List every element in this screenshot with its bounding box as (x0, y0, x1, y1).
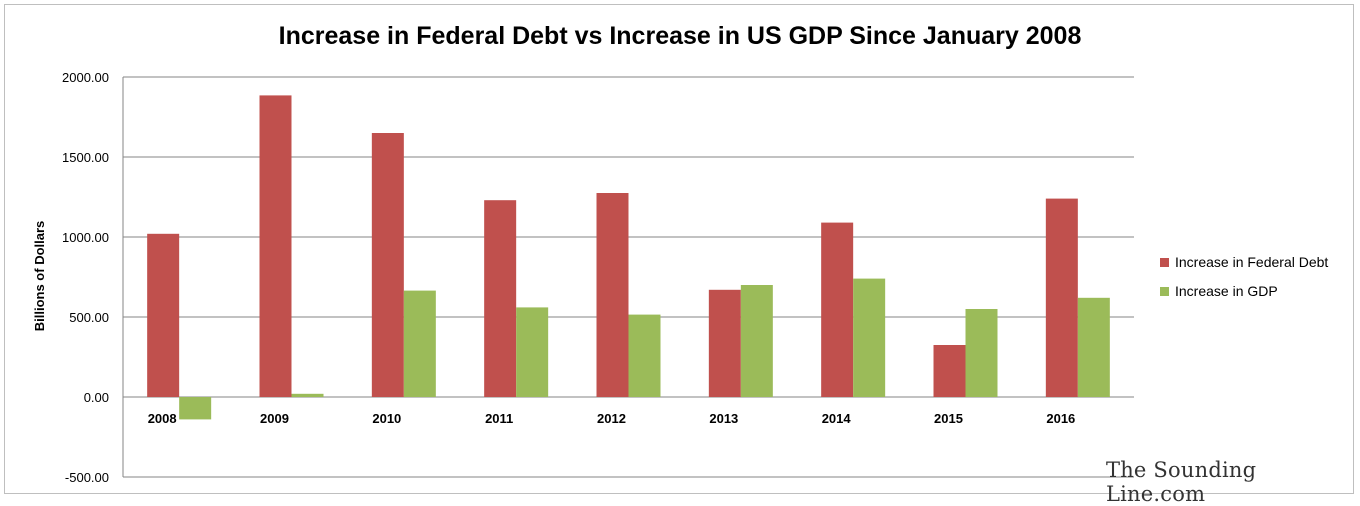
x-tick-label: 2009 (260, 411, 289, 426)
x-tick-label: 2016 (1046, 411, 1075, 426)
legend-label-federal-debt: Increase in Federal Debt (1175, 254, 1329, 270)
x-tick-label: 2010 (372, 411, 401, 426)
legend-label-gdp: Increase in GDP (1175, 283, 1278, 299)
chart-title: Increase in Federal Debt vs Increase in … (278, 22, 1082, 50)
bar-gdp (291, 393, 324, 397)
bar-gdp (1077, 297, 1110, 397)
x-tick-label: 2008 (148, 411, 177, 426)
legend-swatch-federal-debt (1160, 257, 1169, 267)
bar-federal-debt (147, 233, 180, 397)
chart-frame (4, 4, 1354, 494)
y-tick-label: 1500.00 (62, 150, 109, 165)
bar-federal-debt (484, 200, 517, 397)
bar-federal-debt (933, 345, 966, 397)
bar-gdp (965, 309, 998, 397)
bar-federal-debt (596, 193, 629, 397)
y-axis-label: Billions of Dollars (32, 221, 47, 332)
y-tick-label: 500.00 (69, 310, 109, 325)
x-tick-labels: 2008 2009 2010 2011 2012 2013 2014 2015 2016 (148, 411, 1076, 426)
bar-federal-debt (259, 95, 292, 398)
legend: Increase in Federal Debt Increase in GDP (1160, 252, 1328, 310)
bar-federal-debt (1045, 198, 1078, 397)
bar-federal-debt (708, 289, 741, 397)
x-tick-label: 2013 (709, 411, 738, 426)
bar-gdp (628, 314, 661, 397)
legend-swatch-gdp (1160, 286, 1169, 296)
x-tick-label: 2011 (485, 411, 513, 426)
bar-gdp (403, 290, 436, 397)
y-tick-label: 2000.00 (62, 70, 109, 85)
bar-gdp (740, 285, 773, 397)
bars (147, 95, 1110, 420)
watermark: The Sounding Line.com (1106, 458, 1257, 506)
legend-item-gdp: Increase in GDP (1160, 281, 1328, 301)
y-tick-labels: 2000.00 1500.00 1000.00 500.00 0.00 -500.00 (62, 70, 109, 485)
bar-gdp (179, 397, 212, 420)
bar-federal-debt (821, 222, 854, 397)
y-tick-label: -500.00 (65, 470, 109, 485)
bar-gdp (853, 278, 886, 397)
y-tick-label: 1000.00 (62, 230, 109, 245)
bar-federal-debt (371, 133, 404, 397)
x-tick-label: 2014 (822, 411, 852, 426)
y-tick-label: 0.00 (84, 390, 109, 405)
bar-gdp (516, 307, 549, 397)
x-tick-label: 2015 (934, 411, 963, 426)
x-tick-label: 2012 (597, 411, 626, 426)
legend-item-federal-debt: Increase in Federal Debt (1160, 252, 1328, 272)
